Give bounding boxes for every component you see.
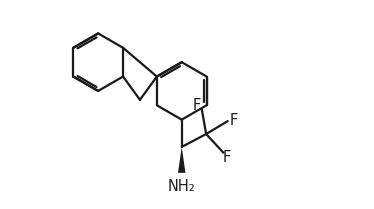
Text: NH₂: NH₂	[168, 179, 196, 194]
Polygon shape	[178, 147, 186, 173]
Text: F: F	[230, 113, 238, 128]
Text: F: F	[193, 98, 201, 113]
Text: F: F	[223, 150, 231, 165]
